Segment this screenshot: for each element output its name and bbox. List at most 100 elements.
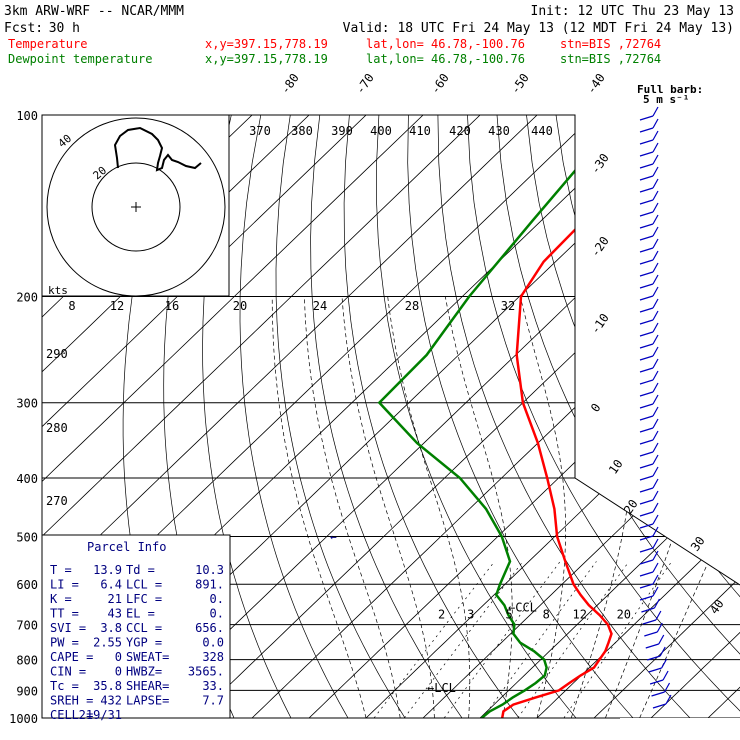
dry-adiabat-line (555, 115, 740, 718)
mixing-ratio-label: 5 (505, 608, 512, 622)
isotherm-label: -70 (353, 71, 377, 97)
dewpoint-point (485, 508, 487, 510)
temperature-point (607, 642, 610, 644)
isotherm-line (42, 115, 367, 718)
dewpoint-point (468, 295, 470, 298)
pressure-tick-label: 400 (16, 472, 38, 486)
wind-barb (639, 454, 659, 469)
parcel-info-cell: 0 (115, 665, 122, 679)
theta-left-label: 290 (46, 347, 68, 361)
dewpoint-point (543, 659, 545, 661)
wind-barb (641, 598, 660, 613)
parcel-info-cell: 35.8 (93, 679, 122, 693)
parcel-info-cell: CIN = (50, 665, 86, 679)
legend-temperature-latlon: lat,lon= 46.78,-100.76 (366, 37, 525, 51)
fcst-label: Fcst: (4, 21, 43, 36)
parcel-info-cell: YGP = (126, 636, 162, 650)
parcel-info-title: Parcel Info (87, 540, 166, 554)
dry-adiabat-line (526, 115, 740, 718)
init-time: Init: 12 UTC Thu 23 May 13 (531, 4, 735, 19)
wind-barbs (639, 106, 672, 709)
temperature-point (588, 604, 590, 606)
dry-adiabat-line (275, 115, 406, 718)
wind-barb (639, 358, 659, 373)
parcel-info-cell: LFC = (126, 592, 162, 606)
temperature-profile (500, 115, 740, 718)
temperature-point (564, 560, 566, 563)
parcel-info-cell: 3565. (188, 665, 224, 679)
isotherm-line (308, 115, 740, 718)
isotherm-label: 30 (688, 534, 708, 554)
isotherm-line (42, 115, 310, 718)
wind-barb (639, 382, 659, 397)
dewpoint-point (507, 614, 509, 616)
legend-dewpoint-xy: x,y=397.15,778.19 (205, 52, 328, 66)
barb-legend-value: 5 m s⁻¹ (643, 93, 689, 106)
temperature-point (696, 139, 698, 141)
pressure-tick-label: 700 (16, 619, 38, 633)
parcel-info-cell: TT = (50, 607, 79, 621)
wind-barb (647, 646, 666, 661)
legend-temperature-stn: stn=BIS ,72764 (560, 37, 661, 51)
temperature-point (580, 594, 582, 596)
dry-adiabat-line (703, 115, 740, 718)
parcel-info-cell: CCL = (126, 621, 162, 635)
wind-barb (639, 166, 659, 181)
wind-barb (639, 310, 659, 325)
dry-adiabat-line (310, 115, 463, 718)
parcel-info-cell: LAPSE= (126, 694, 169, 708)
moist-adiabat-line (304, 296, 401, 718)
wind-barb (645, 634, 665, 649)
lcl-annotation: ←LCL (427, 681, 456, 695)
temperature-point (534, 697, 537, 699)
isotherm-label: 40 (707, 597, 727, 617)
isotherm-line (479, 115, 740, 718)
parcel-info-cell: CAPE = (50, 650, 93, 664)
wind-barb (639, 214, 659, 229)
wind-barb (639, 490, 659, 505)
temperature-point (598, 659, 601, 661)
dewpoint-point (495, 594, 497, 596)
hodograph-speed-tick: 28 (405, 299, 419, 313)
pressure-tick-label: 600 (16, 578, 38, 592)
parcel-info-cell: 43 (108, 607, 122, 621)
isotherm-label: -30 (588, 151, 612, 177)
wind-barb (639, 154, 659, 169)
moist-adiabat-line (519, 296, 566, 718)
theta-label: 380 (291, 124, 313, 138)
ccl-annotation: ←CCL (508, 601, 537, 615)
dry-adiabat-line (644, 115, 740, 718)
parcel-info-cell: 13.9 (93, 563, 122, 577)
temperature-point (537, 442, 539, 444)
isotherm-line (42, 115, 424, 718)
parcel-info-cell: SWEAT= (126, 650, 169, 664)
isotherm-line (42, 115, 481, 718)
parcel-info-cell: LI = (50, 578, 79, 592)
dewpoint-point (509, 560, 511, 563)
dewpoint-point (416, 442, 418, 444)
el-annotation: ← (330, 530, 337, 543)
dry-adiabat-line (673, 115, 740, 718)
pressure-tick-label: 800 (16, 654, 38, 668)
mixing-ratio-line (404, 561, 524, 718)
parcel-info-cell: Tc = (50, 679, 79, 693)
model-title: 3km ARW-WRF -- NCAR/MMM (4, 4, 184, 19)
mixing-ratio-line (443, 561, 561, 718)
theta-left-label: 280 (46, 421, 68, 435)
dewpoint-point (544, 674, 546, 677)
pressure-tick-label: 500 (16, 530, 38, 544)
dewpoint-point (546, 667, 548, 669)
parcel-info-cell: 219/31 (79, 708, 122, 722)
dewpoint-point (519, 642, 521, 644)
hodograph-speed-tick: 24 (313, 299, 327, 313)
temperature-point (553, 508, 556, 510)
legend-dewpoint-latlon: lat,lon= 46.78,-100.76 (366, 52, 525, 66)
wind-barb (639, 334, 659, 349)
temperature-point (648, 172, 650, 174)
parcel-info-cell: LCL = (126, 578, 162, 592)
dry-adiabat-line (467, 115, 740, 718)
wind-barb (639, 106, 659, 121)
wind-barb (639, 466, 659, 481)
isotherm-label: -50 (508, 71, 532, 97)
